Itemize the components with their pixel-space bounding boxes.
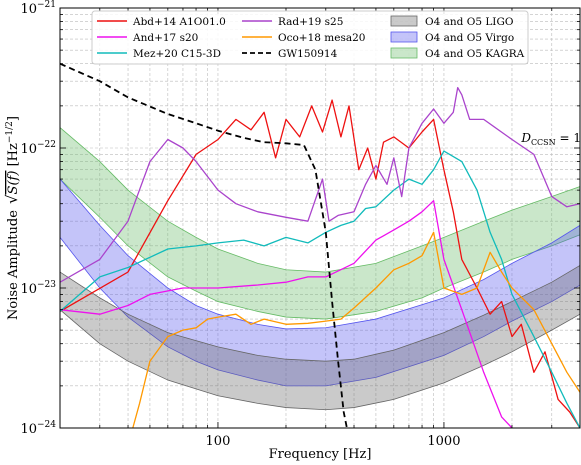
- legend-swatch-o4-and-o5-kagra: [390, 47, 418, 59]
- y-tick-label: 10−23: [20, 280, 56, 297]
- legend-label-gw150914: GW150914: [278, 48, 338, 60]
- y-tick-label: 10−21: [20, 0, 56, 17]
- distance-annotation: DCCSN = 10 kpc: [520, 131, 581, 147]
- y-tick-label: 10−24: [20, 420, 56, 437]
- y-tick-label: 10−22: [20, 140, 56, 157]
- legend-swatch-o4-and-o5-virgo: [390, 31, 418, 43]
- signal-lines: [60, 62, 580, 428]
- x-tick-label: 1000: [427, 434, 460, 449]
- legend-label-and-17-s20: And+17 s20: [132, 32, 198, 44]
- legend-label-rad-19-s25: Rad+19 s25: [278, 16, 343, 28]
- y-axis-label-text: Noise Amplitude √S(f) [Hz−1/2]: [3, 116, 21, 320]
- legend-swatch-o4-and-o5-ligo: [390, 15, 418, 27]
- y-axis-label: Noise Amplitude √S(f) [Hz−1/2]: [3, 116, 21, 320]
- lines-clip-group: [60, 62, 580, 428]
- gw150914-line: [60, 62, 348, 428]
- o4-and-o5-ligo-band: [60, 264, 580, 411]
- o4-and-o5-kagra-band: [60, 127, 580, 320]
- legend-label-abd-14-a1o01-0: Abd+14 A1O01.0: [132, 16, 226, 28]
- legend: Abd+14 A1O01.0 And+17 s20 Mez+20 C15-3D Rad…: [91, 10, 529, 65]
- axis-ticks: 100 1000 10−24 10−23 10−22 10−21: [20, 0, 581, 449]
- plot-axes: [59, 7, 581, 429]
- abd-14-a1o01-0-line: [60, 99, 580, 428]
- legend-label-mez-20-c15-3d: Mez+20 C15-3D: [133, 48, 221, 60]
- legend-label-o4-and-o5-kagra: O4 and O5 KAGRA: [425, 48, 525, 60]
- legend-box: [91, 10, 529, 65]
- x-axis-label: Frequency [Hz]: [269, 447, 372, 462]
- plot-background: [60, 8, 580, 428]
- legend-label-o4-and-o5-virgo: O4 and O5 Virgo: [425, 32, 514, 44]
- bands-clip-group: [60, 127, 580, 411]
- legend-label-o4-and-o5-ligo: O4 and O5 LIGO: [425, 16, 514, 28]
- rad-19-s25-line: [60, 86, 580, 283]
- x-tick-label: 100: [206, 434, 231, 449]
- oco-18-mesa20-line: [132, 231, 580, 428]
- o4-and-o5-virgo-band: [60, 178, 580, 387]
- mez-20-c15-3d-line: [60, 150, 580, 428]
- legend-label-oco-18-mesa20: Oco+18 mesa20: [278, 32, 366, 44]
- detector-sensitivity-bands: [60, 127, 580, 411]
